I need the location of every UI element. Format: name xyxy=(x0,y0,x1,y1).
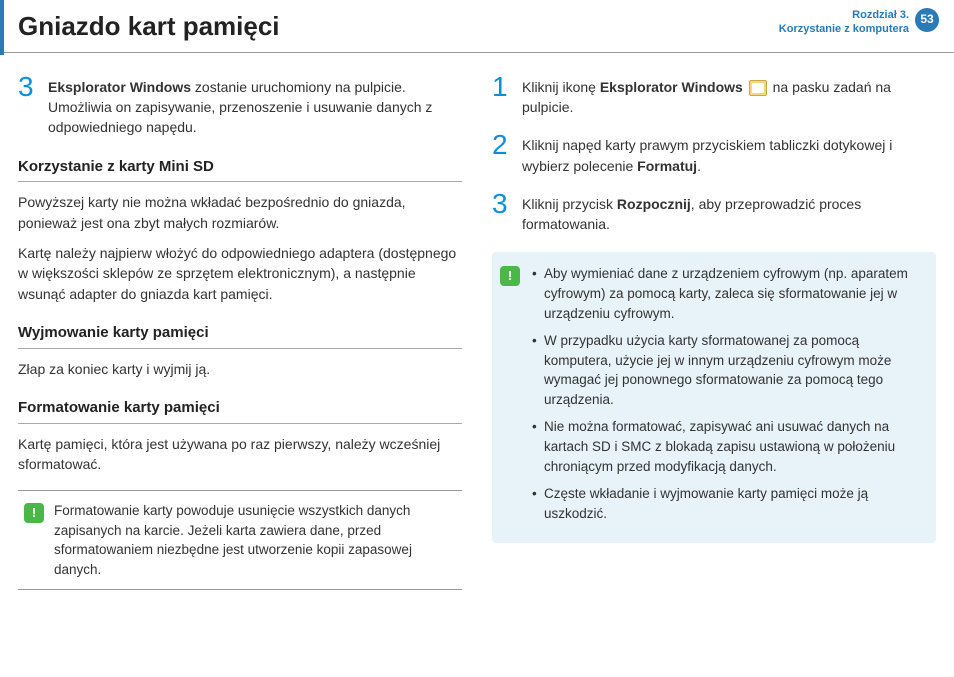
page-header: Gniazdo kart pamięci Rozdział 3. Korzyst… xyxy=(0,0,954,53)
info-text: Aby wymieniać dane z urządzeniem cyfrowy… xyxy=(530,264,922,531)
step-number: 3 xyxy=(18,73,40,138)
left-column: 3 Eksplorator Windows zostanie uruchomio… xyxy=(18,73,462,591)
step-bold: Eksplorator Windows xyxy=(48,79,191,95)
step-text: Kliknij ikonę Eksplorator Windows na pas… xyxy=(522,73,936,118)
right-column: 1 Kliknij ikonę Eksplorator Windows na p… xyxy=(492,73,936,591)
right-step-1: 1 Kliknij ikonę Eksplorator Windows na p… xyxy=(492,73,936,118)
step-text: Eksplorator Windows zostanie uruchomiony… xyxy=(48,73,462,138)
step-number: 3 xyxy=(492,190,514,235)
left-accent-bar xyxy=(0,0,4,55)
right-step-3: 3 Kliknij przycisk Rozpocznij, aby przep… xyxy=(492,190,936,235)
step-number: 2 xyxy=(492,131,514,176)
chapter-info: Rozdział 3. Korzystanie z komputera xyxy=(779,8,909,37)
warning-box: ! Formatowanie karty powoduje usunięcie … xyxy=(18,490,462,590)
page-number-badge: 53 xyxy=(915,8,939,32)
info-bullet-1: Aby wymieniać dane z urządzeniem cyfrowy… xyxy=(530,264,922,323)
page-title: Gniazdo kart pamięci xyxy=(18,8,280,46)
step-bold: Eksplorator Windows xyxy=(600,79,743,95)
info-bullet-2: W przypadku użycia karty sformatowanej z… xyxy=(530,331,922,409)
remove-p1: Złap za koniec karty i wyjmij ją. xyxy=(18,359,462,379)
info-box: ! Aby wymieniać dane z urządzeniem cyfro… xyxy=(492,252,936,543)
chapter-line1: Rozdział 3. xyxy=(779,8,909,22)
right-step-2: 2 Kliknij napęd karty prawym przyciskiem… xyxy=(492,131,936,176)
step-post: . xyxy=(697,158,701,174)
step-pre: Kliknij napęd karty prawym przyciskiem t… xyxy=(522,137,892,173)
step-bold: Formatuj xyxy=(637,158,697,174)
step-bold: Rozpocznij xyxy=(617,196,691,212)
minisd-p1: Powyższej karty nie można wkładać bezpoś… xyxy=(18,192,462,233)
step-text: Kliknij przycisk Rozpocznij, aby przepro… xyxy=(522,190,936,235)
step-number: 1 xyxy=(492,73,514,118)
content-columns: 3 Eksplorator Windows zostanie uruchomio… xyxy=(0,53,954,591)
section-title-format: Formatowanie karty pamięci xyxy=(18,397,462,424)
warning-icon: ! xyxy=(24,503,44,523)
section-title-minisd: Korzystanie z karty Mini SD xyxy=(18,156,462,183)
step-text: Kliknij napęd karty prawym przyciskiem t… xyxy=(522,131,936,176)
info-bullet-3: Nie można formatować, zapisywać ani usuw… xyxy=(530,417,922,476)
left-step-3: 3 Eksplorator Windows zostanie uruchomio… xyxy=(18,73,462,138)
step-pre: Kliknij przycisk xyxy=(522,196,617,212)
info-bullet-4: Częste wkładanie i wyjmowanie karty pami… xyxy=(530,484,922,523)
chapter-line2: Korzystanie z komputera xyxy=(779,22,909,36)
info-icon: ! xyxy=(500,266,520,286)
header-right: Rozdział 3. Korzystanie z komputera 53 xyxy=(779,8,939,37)
explorer-icon xyxy=(749,80,767,96)
format-p1: Kartę pamięci, która jest używana po raz… xyxy=(18,434,462,475)
info-list: Aby wymieniać dane z urządzeniem cyfrowy… xyxy=(530,264,922,523)
minisd-p2: Kartę należy najpierw włożyć do odpowied… xyxy=(18,243,462,304)
step-pre: Kliknij ikonę xyxy=(522,79,600,95)
section-title-remove: Wyjmowanie karty pamięci xyxy=(18,322,462,349)
warning-text: Formatowanie karty powoduje usunięcie ws… xyxy=(54,501,450,579)
